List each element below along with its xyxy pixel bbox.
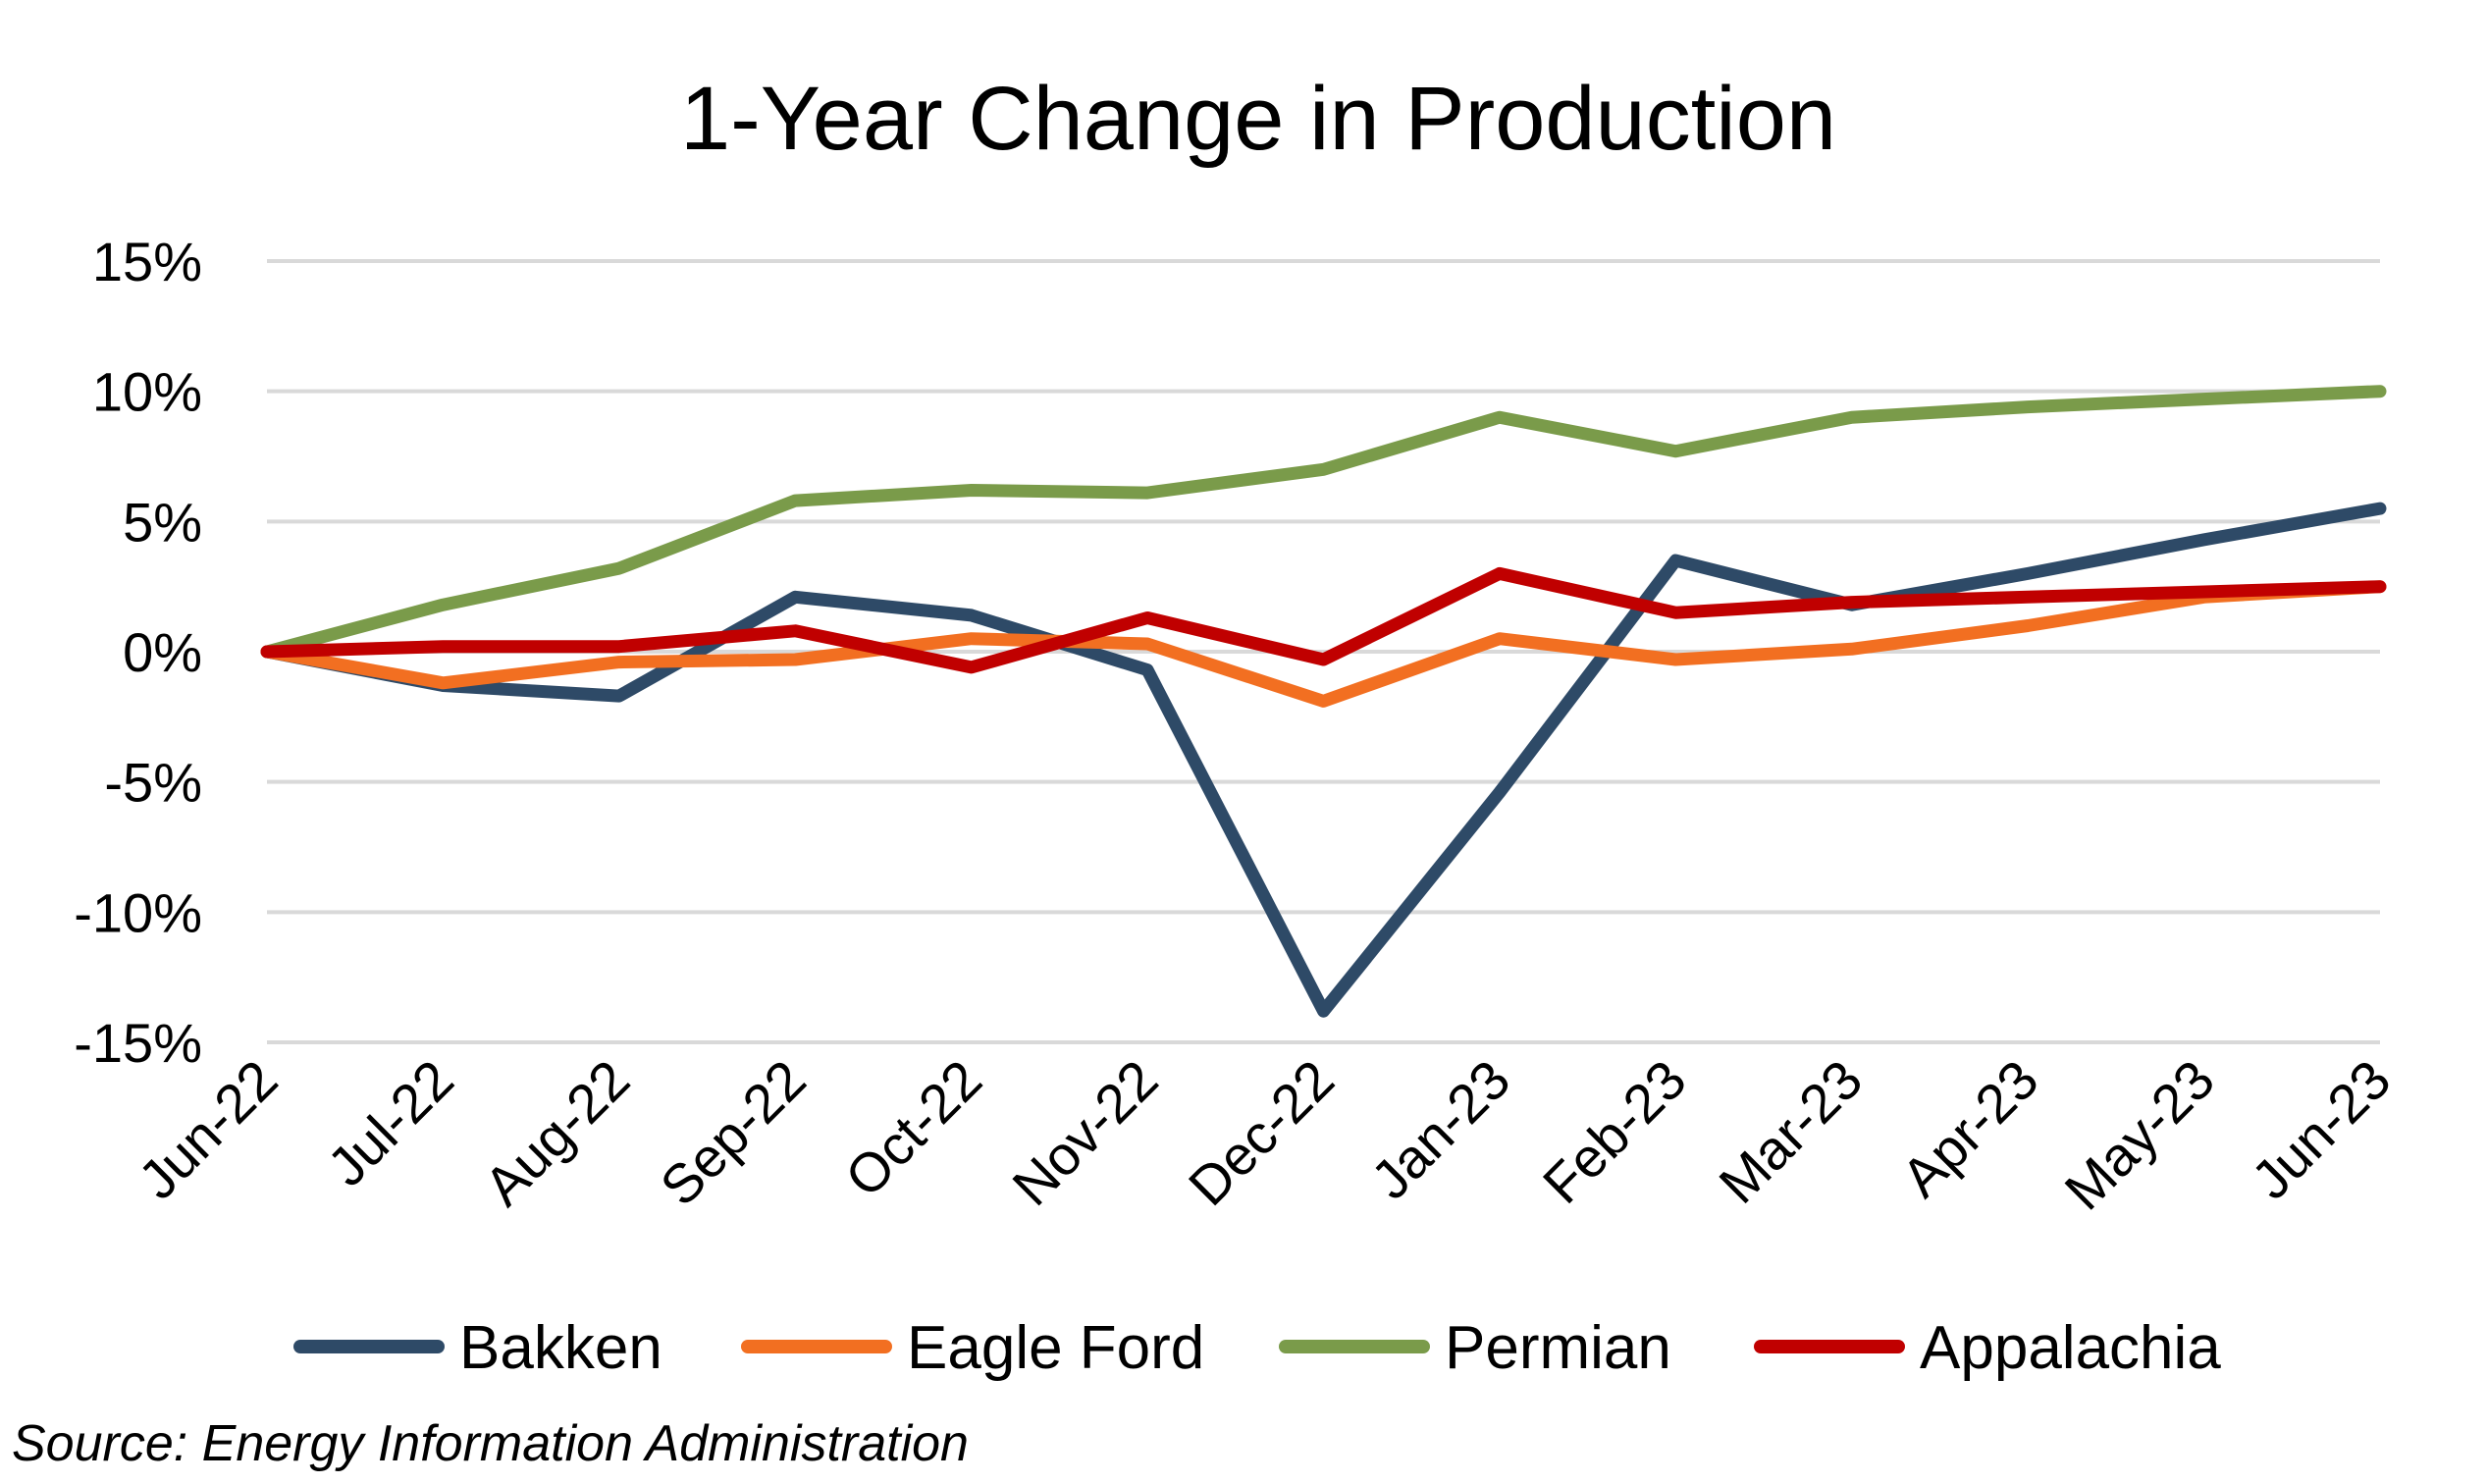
y-tick-label: -15%	[74, 1012, 202, 1074]
x-tick-label: Aug-22	[472, 1048, 641, 1217]
legend-label-eagle-ford: Eagle Ford	[907, 1314, 1204, 1382]
x-tick-label: Jun-23	[2240, 1048, 2403, 1211]
chart-title: 1-Year Change in Production	[680, 69, 1836, 169]
x-tick-label: Dec-22	[1177, 1048, 1346, 1217]
y-axis-ticks: 15% 10% 5% 0% -5% -10% -15%	[74, 231, 202, 1074]
series-line-permian	[260, 385, 2387, 659]
x-tick-label: Apr-23	[1889, 1048, 2049, 1208]
legend-label-appalachia: Appalachia	[1920, 1314, 2221, 1382]
x-tick-label: Mar-23	[1707, 1048, 1874, 1215]
y-tick-label: 15%	[92, 231, 202, 292]
x-tick-label: Feb-23	[1531, 1048, 1698, 1215]
x-axis-ticks: Jun-22 Jul-22 Aug-22 Sep-22 Oct-22 Nov-22 Dec-…	[127, 1048, 2403, 1222]
series-line-eagle-ford	[260, 580, 2387, 708]
y-tick-label: 0%	[123, 621, 202, 683]
series-line-bakken	[260, 502, 2387, 1018]
x-tick-label: Sep-22	[648, 1048, 817, 1217]
x-tick-label: May-23	[2052, 1048, 2226, 1222]
x-tick-label: Jul-22	[315, 1048, 464, 1197]
x-tick-label: Nov-22	[1000, 1048, 1169, 1217]
legend-label-permian: Permian	[1445, 1314, 1671, 1382]
x-tick-label: Oct-22	[833, 1048, 993, 1208]
series-lines	[260, 385, 2387, 1018]
y-tick-label: -5%	[104, 752, 202, 814]
legend-label-bakken: Bakken	[459, 1314, 662, 1382]
y-tick-label: 5%	[123, 491, 202, 553]
legend: Bakken Eagle Ford Permian Appalachia	[293, 1314, 2221, 1382]
y-tick-label: -10%	[74, 881, 202, 943]
y-tick-label: 10%	[92, 361, 202, 423]
source-note: Source: Energy Information Administratio…	[12, 1415, 969, 1472]
series-line-appalachia	[260, 566, 2387, 674]
x-tick-label: Jan-23	[1359, 1048, 1522, 1211]
